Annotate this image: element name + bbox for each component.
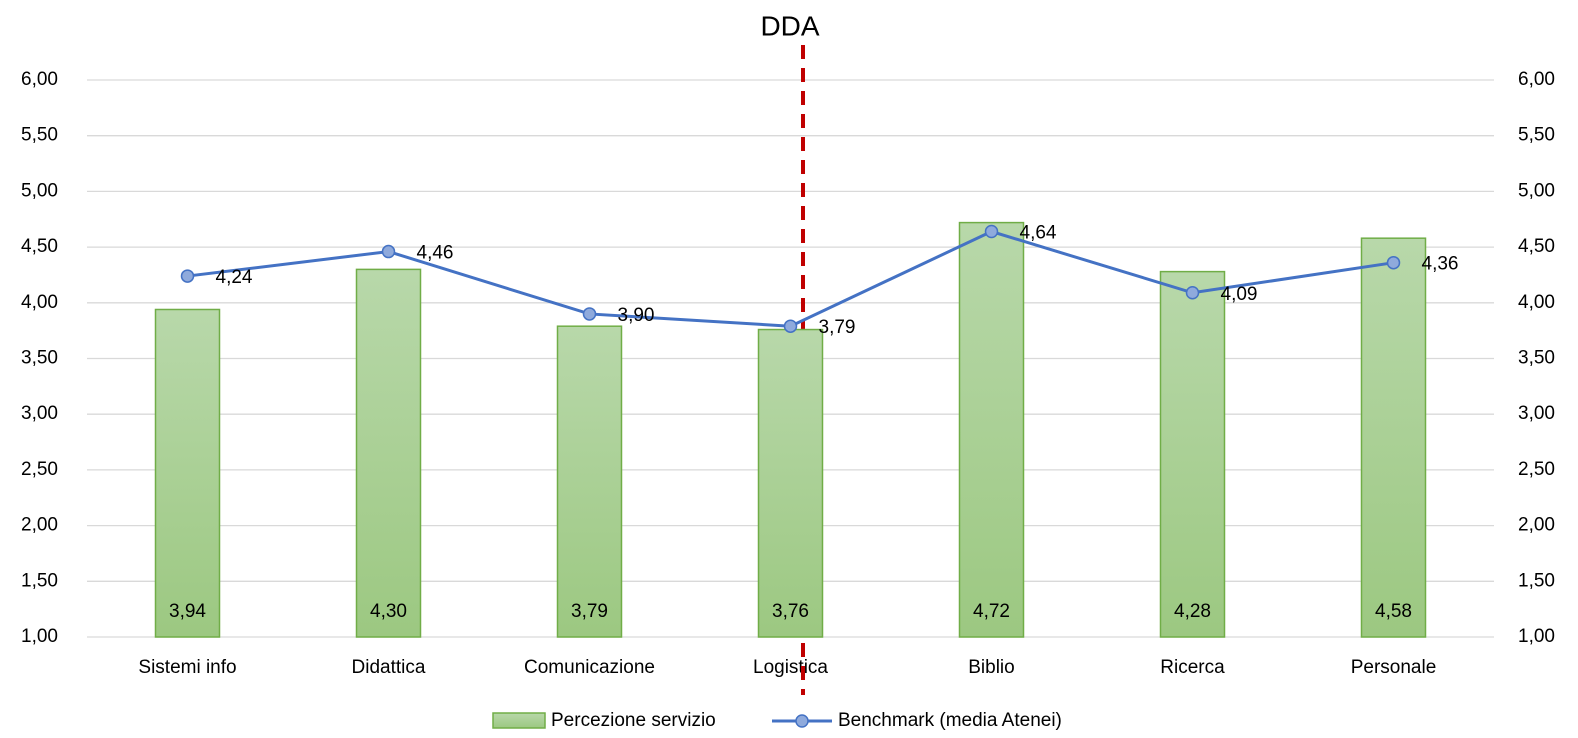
y2-tick-label: 3,00 [1518,403,1555,424]
line-value-label: 4,64 [1020,223,1057,244]
legend-label: Benchmark (media Atenei) [838,710,1062,731]
y2-tick-label: 4,00 [1518,292,1555,313]
y2-tick-label: 2,50 [1518,459,1555,480]
bar-value-label: 4,72 [973,601,1010,622]
bar [154,308,221,638]
y2-tick-label: 1,50 [1518,570,1555,591]
line-marker [381,244,396,259]
y-tick-label: 4,50 [21,236,58,257]
bar [556,325,623,638]
bar-value-label: 4,58 [1375,601,1412,622]
bar-value-label: 3,94 [169,601,206,622]
y2-tick-label: 6,00 [1518,69,1555,90]
y-tick-label: 3,00 [21,403,58,424]
y-tick-label: 1,00 [21,626,58,647]
x-tick-label: Ricerca [1160,657,1225,678]
y-tick-label: 5,00 [21,180,58,201]
bar [757,328,824,638]
legend-marker [795,714,809,728]
line-marker [1386,255,1401,270]
y2-tick-label: 5,50 [1518,125,1555,146]
chart-title: DDA [760,10,819,41]
y2-tick-label: 5,00 [1518,180,1555,201]
line-value-label: 4,46 [417,243,454,264]
x-tick-label: Comunicazione [524,657,655,678]
x-tick-label: Biblio [968,657,1014,678]
line-value-label: 3,90 [618,305,655,326]
y-tick-label: 3,50 [21,348,58,369]
x-tick-label: Didattica [352,657,426,678]
bar-value-label: 3,79 [571,601,608,622]
bar [1360,237,1427,638]
y-tick-label: 4,00 [21,292,58,313]
legend-swatch [492,712,546,729]
bar-value-label: 4,28 [1174,601,1211,622]
line-value-label: 4,36 [1422,254,1459,275]
line-value-label: 3,79 [819,317,856,338]
line-value-label: 4,24 [216,267,253,288]
bar [1159,270,1226,638]
line-marker [582,307,597,321]
y2-tick-label: 3,50 [1518,348,1555,369]
x-tick-label: Logistica [753,657,828,678]
y-tick-label: 5,50 [21,125,58,146]
y2-tick-label: 4,50 [1518,236,1555,257]
y-tick-label: 2,50 [21,459,58,480]
line-marker [984,224,999,239]
y-tick-label: 1,50 [21,570,58,591]
line-marker [783,319,798,333]
line-marker [180,269,195,283]
y-tick-label: 6,00 [21,69,58,90]
bar-value-label: 4,30 [370,601,407,622]
line-marker [1185,286,1200,300]
y2-tick-label: 1,00 [1518,626,1555,647]
y2-tick-label: 2,00 [1518,515,1555,536]
x-tick-label: Sistemi info [138,657,236,678]
bar [958,221,1025,638]
legend-label: Percezione servizio [551,710,716,731]
bar-value-label: 3,76 [772,601,809,622]
line-value-label: 4,09 [1221,284,1258,305]
y-tick-label: 2,00 [21,515,58,536]
bar [355,268,422,638]
x-tick-label: Personale [1351,657,1437,678]
